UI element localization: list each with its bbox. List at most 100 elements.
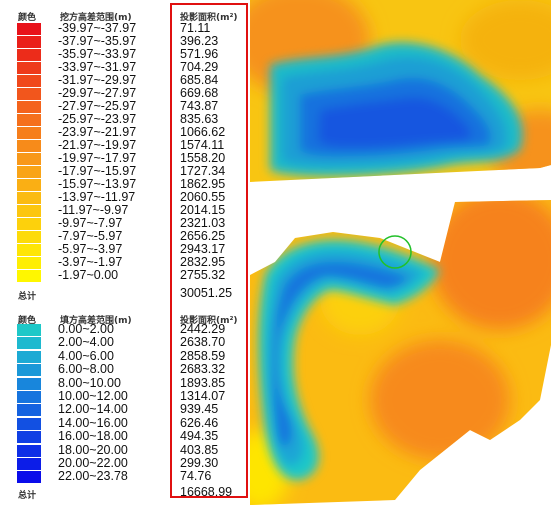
cut-legend-row: -5.97~-3.97 2943.17 [0, 242, 250, 258]
fill-range-label: 12.00~14.00 [58, 402, 128, 417]
fill-range-label: 14.00~16.00 [58, 415, 128, 430]
cut-total-value: 30051.25 [180, 286, 233, 300]
fill-area-value: 1314.07 [180, 389, 226, 403]
cut-range-label: -31.97~-29.97 [58, 73, 137, 87]
cut-color-swatch [17, 270, 41, 282]
cut-legend-row: -37.97~-35.97 396.23 [0, 34, 250, 50]
cut-legend-row: -31.97~-29.97 685.84 [0, 73, 250, 89]
fill-color-swatch [17, 417, 41, 430]
cut-range-label: -11.97~-9.97 [58, 203, 129, 217]
fill-legend-row: 10.00~12.00 1314.07 [0, 389, 250, 405]
cut-area-value: 2755.32 [180, 268, 226, 282]
cut-area-value: 1066.62 [180, 125, 226, 139]
cut-legend-row: -21.97~-19.97 1574.11 [0, 138, 250, 154]
fill-range-header: 填方高差范围(m) [60, 316, 132, 326]
cut-range-label: -17.97~-15.97 [58, 164, 137, 178]
lower-terrain-region [250, 200, 551, 505]
cut-color-swatch [17, 127, 41, 139]
fill-color-swatch [17, 324, 41, 336]
cut-color-swatch [17, 205, 41, 217]
cut-area-value: 2060.55 [180, 190, 226, 204]
cut-color-swatch [17, 114, 41, 126]
fill-range-label: 16.00~18.00 [58, 429, 128, 444]
cut-legend-row: -9.97~-7.97 2321.03 [0, 216, 250, 232]
cut-legend-row: -15.97~-13.97 1862.95 [0, 177, 250, 193]
cut-range-label: -29.97~-27.97 [58, 86, 137, 100]
cut-color-swatch [17, 231, 41, 243]
fill-legend-row: 4.00~6.00 2858.59 [0, 349, 250, 365]
fill-area-value: 939.45 [180, 402, 219, 417]
cut-range-label: -33.97~-31.97 [58, 60, 137, 74]
cut-legend-row: -29.97~-27.97 669.68 [0, 86, 250, 102]
cut-area-value: 669.68 [180, 86, 219, 100]
fill-color-swatch [17, 377, 41, 390]
cut-color-swatch [17, 257, 41, 269]
cut-color-swatch [17, 192, 41, 204]
fill-range-label: 6.00~8.00 [58, 362, 114, 377]
cut-range-label: -5.97~-3.97 [58, 242, 123, 256]
cut-color-swatch [17, 62, 41, 74]
cut-color-swatch [17, 36, 41, 48]
cut-area-value: 1574.11 [180, 138, 225, 152]
fill-color-swatch [17, 458, 41, 470]
legend-panel: 颜色 挖方高差范围(m) 投影面积(m²) -39.97~-37.97 71.11… [0, 0, 250, 505]
cut-range-label: -25.97~-23.97 [58, 112, 137, 126]
cut-area-value: 2943.17 [180, 242, 226, 256]
cut-color-swatch [17, 88, 41, 100]
cut-range-header: 挖方高差范围(m) [60, 13, 132, 23]
cut-area-value: 1558.20 [180, 151, 226, 165]
fill-total-value: 16668.99 [180, 485, 233, 499]
cut-area-value: 1862.95 [180, 177, 226, 191]
cut-range-label: -39.97~-37.97 [58, 21, 137, 35]
cut-legend-row: -27.97~-25.97 743.87 [0, 99, 250, 115]
cut-area-value: 835.63 [180, 112, 219, 126]
cut-area-value: 685.84 [180, 73, 219, 87]
fill-total-label: 总计 [18, 490, 37, 500]
cut-legend-row: -7.97~-5.97 2656.25 [0, 229, 250, 245]
fill-area-value: 74.76 [180, 469, 212, 484]
fill-area-value: 299.30 [180, 456, 219, 470]
cut-range-label: -9.97~-7.97 [58, 216, 123, 230]
cut-range-label: -7.97~-5.97 [58, 229, 123, 243]
cut-area-value: 571.96 [180, 47, 219, 61]
upper-terrain-region [250, 0, 551, 182]
fill-legend-row: 14.00~16.00 626.46 [0, 416, 250, 432]
cut-legend-row: -13.97~-11.97 2060.55 [0, 190, 250, 206]
cut-legend-row: -33.97~-31.97 704.29 [0, 60, 250, 76]
fill-color-swatch [17, 350, 41, 363]
cut-range-label: -19.97~-17.97 [58, 151, 137, 165]
fill-color-swatch [17, 404, 41, 417]
fill-color-swatch [17, 391, 41, 403]
cut-color-swatch [17, 101, 41, 113]
fill-range-label: 22.00~23.78 [58, 469, 128, 484]
cut-area-value: 704.29 [180, 60, 219, 74]
cut-range-label: -3.97~-1.97 [58, 255, 123, 269]
fill-area-header: 投影面积(m²) [180, 316, 238, 326]
cut-color-swatch [17, 140, 41, 152]
cut-color-swatch [17, 179, 41, 191]
cut-legend-row: -35.97~-33.97 571.96 [0, 47, 250, 63]
fill-legend-row: 20.00~22.00 299.30 [0, 456, 250, 472]
cut-color-swatch [17, 23, 41, 35]
fill-legend-row: 2.00~4.00 2638.70 [0, 335, 250, 351]
cut-area-value: 2321.03 [180, 216, 226, 230]
cut-area-value: 2832.95 [180, 255, 226, 269]
cut-range-label: -27.97~-25.97 [58, 99, 137, 113]
fill-range-label: 10.00~12.00 [58, 389, 128, 403]
fill-area-value: 403.85 [180, 442, 219, 457]
cut-range-label: -37.97~-35.97 [58, 34, 137, 48]
cut-range-label: -23.97~-21.97 [58, 125, 137, 139]
cut-area-header: 投影面积(m²) [180, 13, 238, 23]
cut-color-header: 颜色 [18, 13, 37, 23]
cut-range-label: -15.97~-13.97 [58, 177, 137, 191]
fill-color-swatch [17, 471, 41, 484]
cut-color-swatch [17, 166, 41, 178]
fill-area-value: 2442.29 [180, 322, 226, 336]
fill-range-label: 20.00~22.00 [58, 456, 128, 470]
cut-legend-row: -25.97~-23.97 835.63 [0, 112, 250, 128]
cut-area-value: 396.23 [180, 34, 219, 48]
fill-area-value: 2858.59 [180, 348, 226, 363]
cut-legend-row: -1.97~0.00 2755.32 [0, 268, 250, 284]
